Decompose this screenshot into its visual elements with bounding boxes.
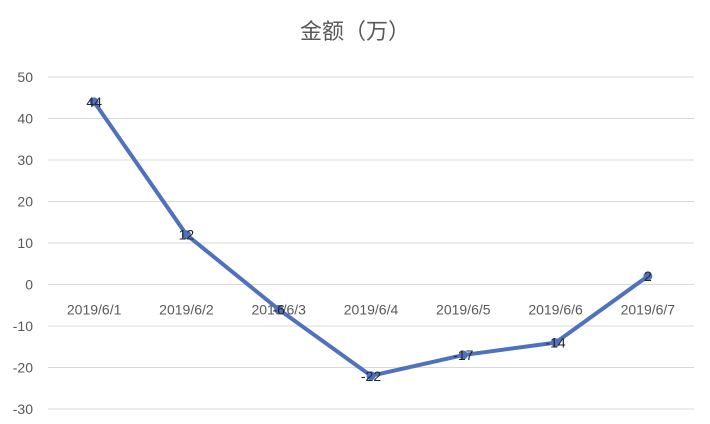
data-point (89, 97, 99, 107)
y-tick-label: 0 (25, 277, 33, 293)
x-tick-label: 2019/6/7 (621, 302, 676, 318)
data-point (181, 230, 191, 240)
x-tick-label: 2019/6/5 (436, 302, 491, 318)
x-tick-label: 2019/6/6 (528, 302, 583, 318)
data-label: -14 (545, 335, 565, 351)
y-tick-label: -10 (13, 318, 33, 334)
y-tick-label: 30 (17, 152, 33, 168)
gridlines (48, 76, 694, 410)
data-label: 12 (179, 227, 195, 243)
x-tick-label: 2019/6/4 (344, 302, 399, 318)
data-label: 2 (644, 268, 652, 284)
data-point (274, 304, 284, 314)
y-tick-label: 10 (17, 235, 33, 251)
data-label: 44 (86, 94, 102, 110)
y-tick-label: -20 (13, 360, 33, 376)
data-label: -6 (272, 301, 285, 317)
y-tick-label: 50 (17, 69, 33, 85)
data-point (551, 338, 561, 348)
data-point (366, 371, 376, 381)
y-tick-label: -30 (13, 401, 33, 417)
x-tick-label: 2019/6/2 (159, 302, 214, 318)
data-point (458, 350, 468, 360)
x-axis-ticks: 2019/6/12019/6/22019/6/32019/6/42019/6/5… (67, 302, 675, 318)
y-tick-label: 20 (17, 194, 33, 210)
x-tick-label: 2019/6/1 (67, 302, 122, 318)
data-labels: 44 12 -6 -22 -17 -14 2 (86, 94, 652, 384)
series-layer (89, 97, 653, 381)
chart-title: 金额（万） (299, 20, 410, 45)
y-tick-label: 40 (17, 111, 33, 127)
data-label: -17 (453, 347, 473, 363)
y-axis-ticks: 50 40 30 20 10 0 -10 -20 -30 (13, 69, 33, 417)
data-label: -22 (361, 368, 381, 384)
data-point (643, 271, 653, 281)
